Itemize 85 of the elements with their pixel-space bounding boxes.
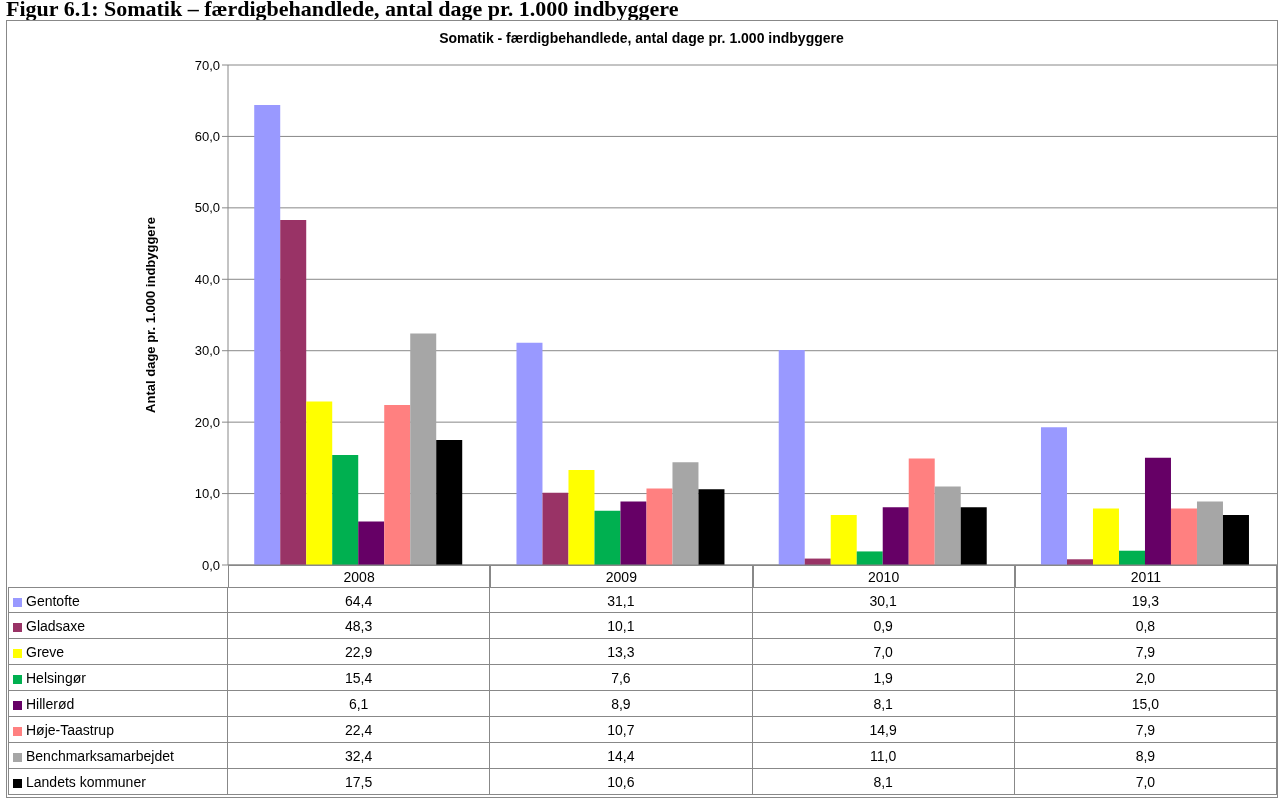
y-tick-label: 40,0	[194, 271, 220, 287]
data-label: 10,7	[490, 717, 753, 743]
legend-label: Greve	[26, 644, 65, 660]
data-label: 48,3	[228, 613, 491, 639]
y-tick-label: 10,0	[194, 486, 220, 502]
bar	[254, 105, 281, 565]
bar	[542, 492, 569, 565]
data-label: 15,4	[228, 665, 491, 691]
bar	[778, 350, 805, 565]
data-label: 13,3	[490, 639, 753, 665]
bar	[410, 333, 437, 565]
bar	[646, 488, 673, 565]
data-label: 14,4	[490, 743, 753, 769]
data-label: 7,9	[1014, 639, 1277, 665]
data-label: 14,9	[752, 717, 1015, 743]
data-label: 19,3	[1014, 587, 1277, 613]
bar	[908, 458, 935, 565]
bar	[830, 515, 857, 565]
bar	[1196, 501, 1223, 565]
legend-label: Hillerød	[26, 696, 75, 712]
x-tick-label: 2010	[752, 566, 1015, 588]
legend-label: Gentofte	[26, 593, 80, 609]
bar	[332, 455, 359, 565]
legend-label: Høje-Taastrup	[26, 722, 114, 738]
bar	[306, 401, 333, 565]
bar	[384, 405, 411, 565]
data-label: 31,1	[490, 587, 753, 613]
y-tick-label: 50,0	[194, 200, 220, 216]
y-tick-label: 60,0	[194, 129, 220, 145]
bar	[882, 507, 909, 565]
data-label: 7,0	[752, 639, 1015, 665]
bar	[516, 342, 543, 565]
data-label: 10,1	[490, 613, 753, 639]
x-tick-label: 2009	[490, 566, 753, 588]
y-tick-label: 0,0	[201, 557, 220, 573]
data-label: 8,9	[1014, 743, 1277, 769]
bar	[280, 220, 307, 565]
y-tick-label: 30,0	[194, 343, 220, 359]
bar	[934, 486, 961, 565]
data-label: 32,4	[228, 743, 491, 769]
data-label: 1,9	[752, 665, 1015, 691]
y-axis-title: Antal dage pr. 1.000 indbyggere	[142, 217, 158, 413]
bar	[620, 501, 647, 565]
data-label: 7,9	[1014, 717, 1277, 743]
text: Figur 6.1: Somatik – færdigbehandlede, antal dage pr. 1.000 indbyggere	[6, 0, 679, 22]
bar	[672, 462, 699, 565]
y-tick-label: 20,0	[194, 414, 220, 430]
legend-label: Helsingør	[26, 670, 86, 686]
x-tick-label: 2008	[228, 566, 491, 588]
bar	[1222, 515, 1249, 565]
bar	[1144, 457, 1171, 565]
bar	[1118, 550, 1145, 565]
bar	[594, 510, 621, 565]
x-tick-label: 2011	[1014, 566, 1277, 588]
legend-label: Benchmarksamarbejdet	[26, 748, 174, 764]
data-label: 7,0	[1014, 769, 1277, 795]
data-label: 8,9	[490, 691, 753, 717]
data-label: 8,1	[752, 691, 1015, 717]
legend-label: Landets kommuner	[26, 774, 146, 790]
data-label: 30,1	[752, 587, 1015, 613]
data-label: 11,0	[752, 743, 1015, 769]
bar	[568, 470, 595, 565]
bar	[436, 440, 463, 565]
bar	[856, 551, 883, 565]
data-label: 15,0	[1014, 691, 1277, 717]
data-label: 8,1	[752, 769, 1015, 795]
data-label: 64,4	[228, 587, 491, 613]
data-label: 22,4	[228, 717, 491, 743]
bar	[960, 507, 987, 565]
y-tick-label: 70,0	[194, 57, 220, 73]
data-label: 17,5	[228, 769, 491, 795]
bar	[1092, 508, 1119, 565]
data-label: 10,6	[490, 769, 753, 795]
legend-label: Gladsaxe	[26, 618, 86, 634]
bar	[1040, 427, 1067, 565]
data-label: 0,8	[1014, 613, 1277, 639]
bar	[698, 489, 725, 565]
bar	[358, 521, 385, 565]
chart-title: Somatik - færdigbehandlede, antal dage pr. 1.000 indbyggere	[438, 30, 845, 46]
data-label: 7,6	[490, 665, 753, 691]
data-label: 0,9	[752, 613, 1015, 639]
data-label: 6,1	[228, 691, 491, 717]
data-label: 2,0	[1014, 665, 1277, 691]
bar	[1170, 508, 1197, 565]
data-label: 22,9	[228, 639, 491, 665]
